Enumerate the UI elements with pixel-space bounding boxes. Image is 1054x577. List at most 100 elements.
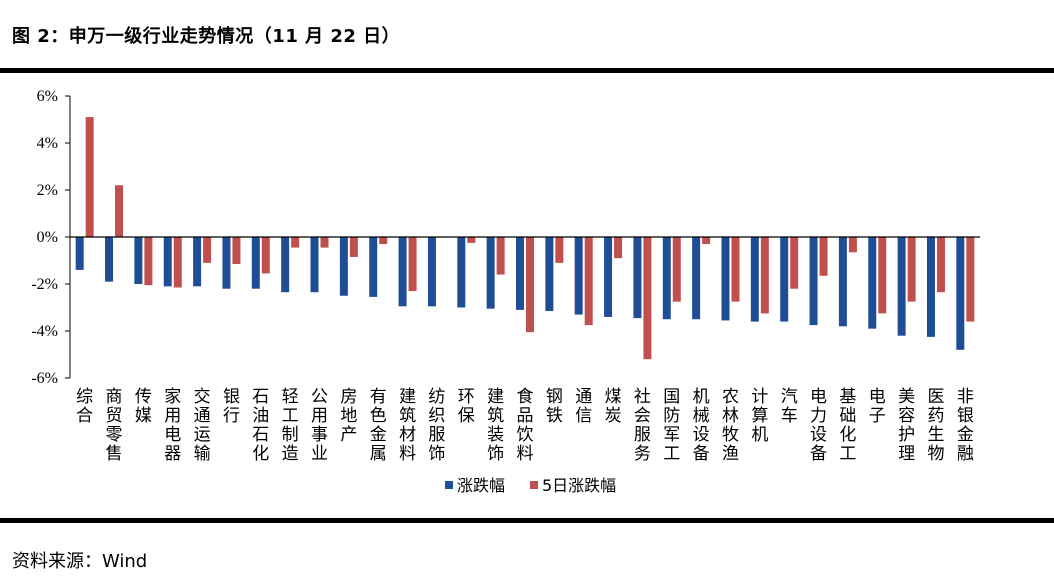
bar-5d-change <box>614 237 623 259</box>
bar-change <box>692 237 701 320</box>
bar-change <box>251 237 260 289</box>
y-tick-label: -2% <box>31 276 58 293</box>
bar-change <box>163 237 172 287</box>
top-rule <box>0 68 1054 73</box>
category-label: 非银金融 <box>957 387 974 464</box>
bar-change <box>134 237 143 284</box>
category-label: 农林牧渔 <box>722 387 739 464</box>
source-note: 资料来源：Wind <box>12 551 148 572</box>
bar-change <box>926 237 935 337</box>
bar-change <box>398 237 407 307</box>
bar-change <box>956 237 965 350</box>
category-label: 建筑材料 <box>399 387 416 464</box>
category-label: 有色金属 <box>370 387 387 464</box>
bar-change <box>339 237 348 296</box>
bar-change <box>105 237 114 282</box>
y-tick-label: 2% <box>37 182 58 199</box>
bar-change <box>750 237 759 322</box>
bar-5d-change <box>115 185 124 237</box>
bar-change <box>516 237 524 310</box>
bar-5d-change <box>526 237 534 333</box>
category-labels: 综合商贸零售传媒家用电器交通运输银行石油石化轻工制造公用事业房地产有色金属建筑材… <box>76 387 974 464</box>
bar-change <box>721 237 730 321</box>
category-label: 国防军工 <box>663 387 680 464</box>
category-label: 银行 <box>223 387 240 426</box>
bar-5d-change <box>408 237 417 292</box>
category-label: 房地产 <box>340 387 357 445</box>
bar-change <box>427 237 436 307</box>
bar-5d-change <box>349 237 358 257</box>
bar-change <box>545 237 554 312</box>
bars <box>75 117 975 360</box>
bar-5d-change <box>173 237 182 288</box>
category-label: 医药生物 <box>927 387 944 464</box>
category-label: 基础化工 <box>839 387 856 464</box>
bar-change <box>633 237 642 319</box>
legend-label: 5日涨跌幅 <box>542 476 616 495</box>
bar-change <box>574 237 583 315</box>
category-label: 家用电器 <box>164 387 181 464</box>
category-label: 机械设备 <box>693 387 710 464</box>
category-label: 煤炭 <box>605 387 622 426</box>
category-label: 商贸零售 <box>106 387 123 464</box>
category-label: 纺织服饰 <box>428 387 445 464</box>
bar-change <box>369 237 378 297</box>
bar-change <box>868 237 877 329</box>
bar-change <box>662 237 671 320</box>
bar-change <box>222 237 231 289</box>
bar-5d-change <box>379 237 388 245</box>
bar-5d-change <box>672 237 681 302</box>
category-label: 轻工制造 <box>282 387 299 464</box>
bar-5d-change <box>790 237 799 289</box>
bar-change <box>193 237 202 287</box>
category-label: 交通运输 <box>194 387 211 464</box>
category-label: 电力设备 <box>810 387 827 464</box>
y-axis: 6% 4% 2% 0% -2% -4% -6% <box>31 88 71 387</box>
bar-5d-change <box>261 237 270 274</box>
bar-5d-change <box>232 237 241 265</box>
y-tick-label: -4% <box>31 323 58 340</box>
bar-5d-change <box>320 237 329 248</box>
category-label: 社会服务 <box>634 387 651 464</box>
bar-5d-change <box>291 237 300 248</box>
bottom-rule <box>0 518 1054 523</box>
category-label: 通信 <box>575 387 592 426</box>
category-label: 食品饮料 <box>517 387 534 464</box>
bar-change <box>486 237 495 309</box>
bar-5d-change <box>966 237 975 322</box>
bar-5d-change <box>555 237 564 263</box>
category-label: 美容护理 <box>898 387 915 464</box>
bar-change <box>457 237 466 308</box>
bar-5d-change <box>643 237 652 360</box>
bar-5d-change <box>848 237 857 253</box>
y-tick-label: 0% <box>37 229 58 246</box>
bar-5d-change <box>496 237 505 275</box>
category-label: 计算机 <box>751 387 768 445</box>
bar-5d-change <box>760 237 769 314</box>
bar-change <box>604 237 613 317</box>
legend-label: 涨跌幅 <box>457 476 505 495</box>
bar-5d-change <box>878 237 887 314</box>
bar-change <box>780 237 789 322</box>
bar-change <box>897 237 906 336</box>
bar-5d-change <box>702 237 711 245</box>
bar-5d-change <box>144 237 153 286</box>
bar-5d-change <box>203 237 212 263</box>
bar-5d-change <box>907 237 916 302</box>
y-tick-label: 4% <box>37 135 58 152</box>
category-label: 钢铁 <box>546 387 563 426</box>
bar-change <box>281 237 290 293</box>
bar-5d-change <box>731 237 740 302</box>
bar-5d-change <box>467 237 476 243</box>
category-label: 环保 <box>458 387 475 426</box>
bar-5d-change <box>85 117 94 237</box>
figure-title: 图 2：申万一级行业走势情况（11 月 22 日） <box>12 26 401 47</box>
bar-change <box>809 237 818 326</box>
legend: 涨跌幅 5日涨跌幅 <box>445 476 616 495</box>
bar-5d-change <box>584 237 593 326</box>
y-tick-label: 6% <box>37 88 58 105</box>
bar-5d-change <box>936 237 945 293</box>
bar-change <box>838 237 847 327</box>
category-label: 传媒 <box>135 387 152 426</box>
